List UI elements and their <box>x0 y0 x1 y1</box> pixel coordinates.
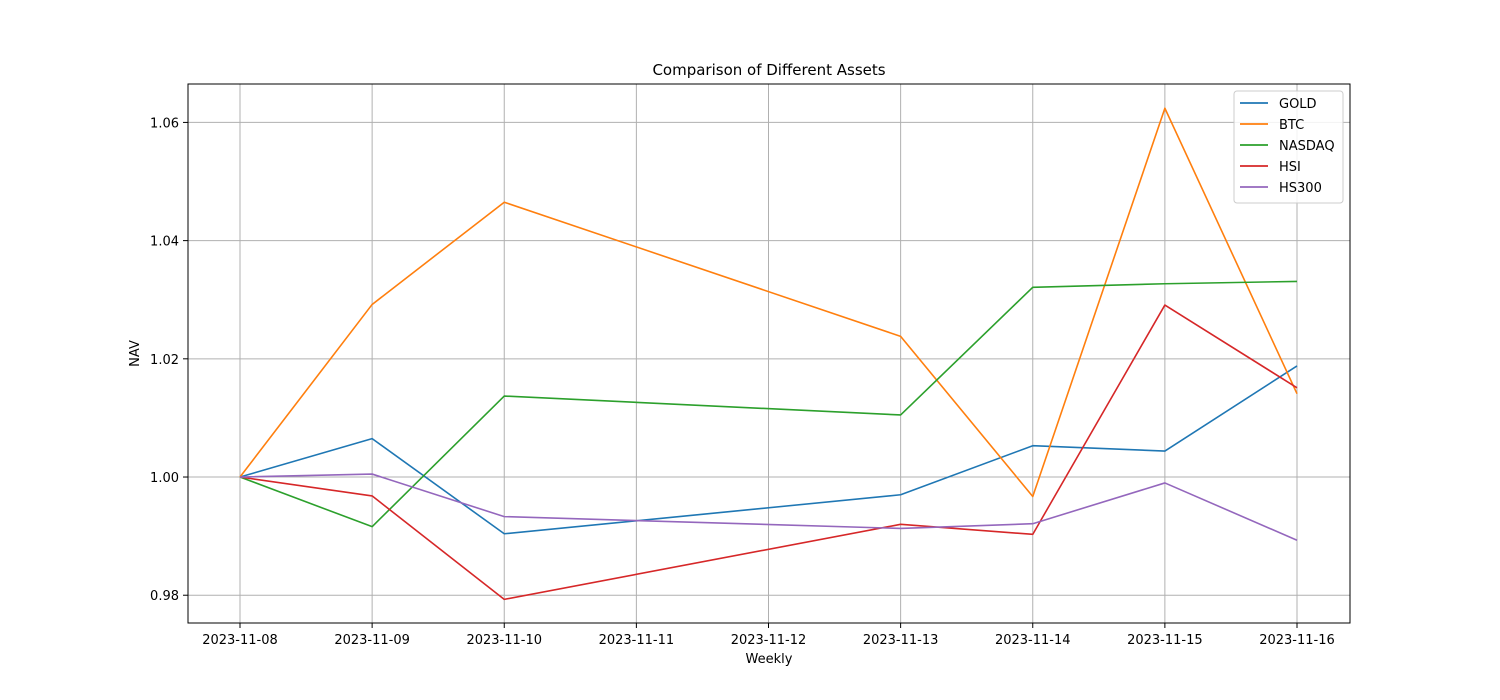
legend-label-btc: BTC <box>1279 118 1304 133</box>
x-axis-title: Weekly <box>746 652 793 667</box>
y-tick-label: 1.02 <box>150 353 179 368</box>
x-tick-label: 2023-11-14 <box>995 633 1071 648</box>
series-line-hsi <box>239 304 1298 601</box>
series-line-gold <box>239 365 1298 535</box>
y-tick-label: 1.00 <box>150 471 179 486</box>
series-line-nasdaq <box>239 280 1298 528</box>
x-tick-label: 2023-11-15 <box>1127 633 1203 648</box>
x-tick-label: 2023-11-10 <box>466 633 542 648</box>
legend-label-hs300: HS300 <box>1279 181 1322 196</box>
x-tick-label: 2023-11-09 <box>334 633 410 648</box>
y-axis: 0.98 1.00 1.02 1.04 1.06 <box>150 116 188 604</box>
series-lines <box>239 107 1298 601</box>
x-tick-label: 2023-11-16 <box>1259 633 1335 648</box>
x-tick-label: 2023-11-11 <box>599 633 675 648</box>
grid <box>188 84 1350 623</box>
legend-label-nasdaq: NASDAQ <box>1279 139 1335 154</box>
legend-box <box>1233 90 1344 204</box>
chart-title: Comparison of Different Assets <box>652 61 885 79</box>
legend-label-hsi: HSI <box>1279 160 1301 175</box>
y-axis-title: NAV <box>128 340 143 367</box>
x-tick-label: 2023-11-13 <box>863 633 939 648</box>
series-line-btc <box>239 107 1298 498</box>
legend: GOLD BTC NASDAQ HSI HS300 <box>1233 90 1344 204</box>
x-axis: 2023-11-08 2023-11-09 2023-11-10 2023-11-11… <box>202 623 1335 648</box>
x-tick-label: 2023-11-12 <box>731 633 807 648</box>
y-tick-label: 1.06 <box>150 116 179 131</box>
series-line-hs300 <box>239 473 1298 541</box>
y-tick-label: 1.04 <box>150 235 179 250</box>
y-tick-label: 0.98 <box>150 589 179 604</box>
legend-label-gold: GOLD <box>1279 97 1317 112</box>
x-tick-label: 2023-11-08 <box>202 633 278 648</box>
